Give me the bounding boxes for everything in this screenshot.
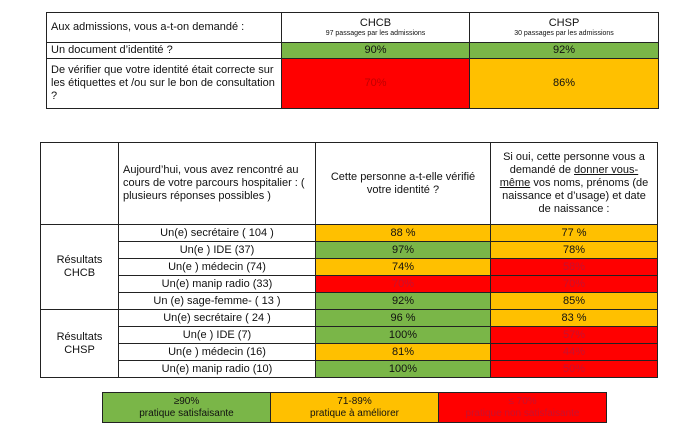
- role-cell: Un(e ) IDE (37): [118, 241, 316, 259]
- roles-header: Aujourd’hui, vous avez rencontré au cour…: [118, 142, 316, 225]
- self-declared-value: 70%: [490, 275, 658, 293]
- self-declared-header: Si oui, cette personne vous a demandé de…: [490, 142, 658, 225]
- table-row: Un(e ) IDE (37) 97% 78%: [41, 241, 658, 259]
- verified-value: 97%: [315, 241, 491, 259]
- legend-range: ≤ 70%: [508, 395, 537, 407]
- chcb-value: 90%: [281, 42, 470, 59]
- row-label: Un document d’identité ?: [46, 42, 282, 59]
- table-row: Un document d’identité ? 90% 92%: [46, 42, 659, 59]
- table-row: Un(e ) médecin (74) 74% 58%: [41, 258, 658, 276]
- table-row: Un (e) sage-femme- ( 13 ) 92% 85%: [41, 292, 658, 310]
- parcours-header-row: Aujourd’hui, vous avez rencontré au cour…: [40, 142, 658, 225]
- verified-value: 74%: [315, 258, 491, 276]
- role-cell: Un(e) manip radio (33): [118, 275, 316, 293]
- self-declared-value: 44%: [490, 343, 658, 361]
- verified-value: 100%: [315, 326, 491, 344]
- chcb-subtitle: 97 passages par les admissions: [325, 30, 426, 37]
- chcb-header: CHCB 97 passages par les admissions: [281, 12, 470, 43]
- legend-range: ≥90%: [173, 395, 200, 407]
- verified-header: Cette personne a-t-elle vérifié votre id…: [315, 142, 491, 225]
- role-cell: Un(e) secrétaire ( 104 ): [118, 224, 316, 242]
- row-label: De vérifier que votre identité était cor…: [46, 58, 282, 109]
- verified-value: 70%: [315, 275, 491, 293]
- admissions-table: Aux admissions, vous a-t-on demandé : CH…: [46, 12, 659, 109]
- verified-value: 100%: [315, 360, 491, 378]
- admissions-question: Aux admissions, vous a-t-on demandé :: [46, 12, 282, 43]
- chcb-value: 70%: [281, 58, 470, 109]
- parcours-table: Aujourd’hui, vous avez rencontré au cour…: [40, 142, 658, 378]
- color-legend: ≥90% pratique satisfaisante 71-89% prati…: [102, 392, 607, 423]
- table-row: Un(e ) IDE (7) 100% 57%: [41, 326, 658, 344]
- verified-value: 88 %: [315, 224, 491, 242]
- group-label-chsp: Résultats CHSP: [40, 309, 119, 378]
- chsp-subtitle: 30 passages par les admissions: [514, 30, 614, 37]
- role-cell: Un(e ) médecin (74): [118, 258, 316, 276]
- self-declared-value: 83 %: [490, 309, 658, 327]
- chcb-title: CHCB: [359, 17, 392, 29]
- self-declared-value: 78%: [490, 241, 658, 259]
- legend-satisfaisante: ≥90% pratique satisfaisante: [102, 392, 271, 423]
- table-row: Résultats CHCB Un(e) secrétaire ( 104 ) …: [40, 224, 658, 310]
- role-cell: Un (e) sage-femme- ( 13 ): [118, 292, 316, 310]
- chsp-value: 92%: [469, 42, 659, 59]
- verified-value: 81%: [315, 343, 491, 361]
- legend-range: 71-89%: [337, 395, 372, 407]
- legend-non-satisfaisante: ≤ 70% pratique non satisfaisante: [438, 392, 607, 423]
- table-row: Un(e) manip radio (10) 100% 50%: [41, 360, 658, 378]
- self-declared-value: 58%: [490, 258, 658, 276]
- table-row: Un(e) manip radio (33) 70% 70%: [41, 275, 658, 293]
- chsp-value: 86%: [469, 58, 659, 109]
- role-cell: Un(e ) IDE (7): [118, 326, 316, 344]
- table-row: Un(e ) médecin (16) 81% 44%: [41, 343, 658, 361]
- self-declared-value: 77 %: [490, 224, 658, 242]
- group-label-chcb: Résultats CHCB: [40, 224, 119, 310]
- legend-ameliorer: 71-89% pratique à améliorer: [270, 392, 439, 423]
- table-row: Résultats CHSP Un(e) secrétaire ( 24 ) 9…: [40, 309, 658, 378]
- role-cell: Un(e) manip radio (10): [118, 360, 316, 378]
- chsp-title: CHSP: [548, 17, 580, 29]
- chsp-header: CHSP 30 passages par les admissions: [469, 12, 659, 43]
- legend-label: pratique satisfaisante: [139, 407, 234, 419]
- self-declared-value: 85%: [490, 292, 658, 310]
- table-row: De vérifier que votre identité était cor…: [46, 58, 659, 109]
- role-cell: Un(e) secrétaire ( 24 ): [118, 309, 316, 327]
- legend-label: pratique non satisfaisante: [465, 407, 580, 419]
- corner-cell: [40, 142, 119, 225]
- legend-label: pratique à améliorer: [310, 407, 399, 419]
- role-cell: Un(e ) médecin (16): [118, 343, 316, 361]
- verified-value: 92%: [315, 292, 491, 310]
- self-declared-value: 50%: [490, 360, 658, 378]
- verified-value: 96 %: [315, 309, 491, 327]
- self-declared-value: 57%: [490, 326, 658, 344]
- admissions-header-row: Aux admissions, vous a-t-on demandé : CH…: [46, 12, 659, 43]
